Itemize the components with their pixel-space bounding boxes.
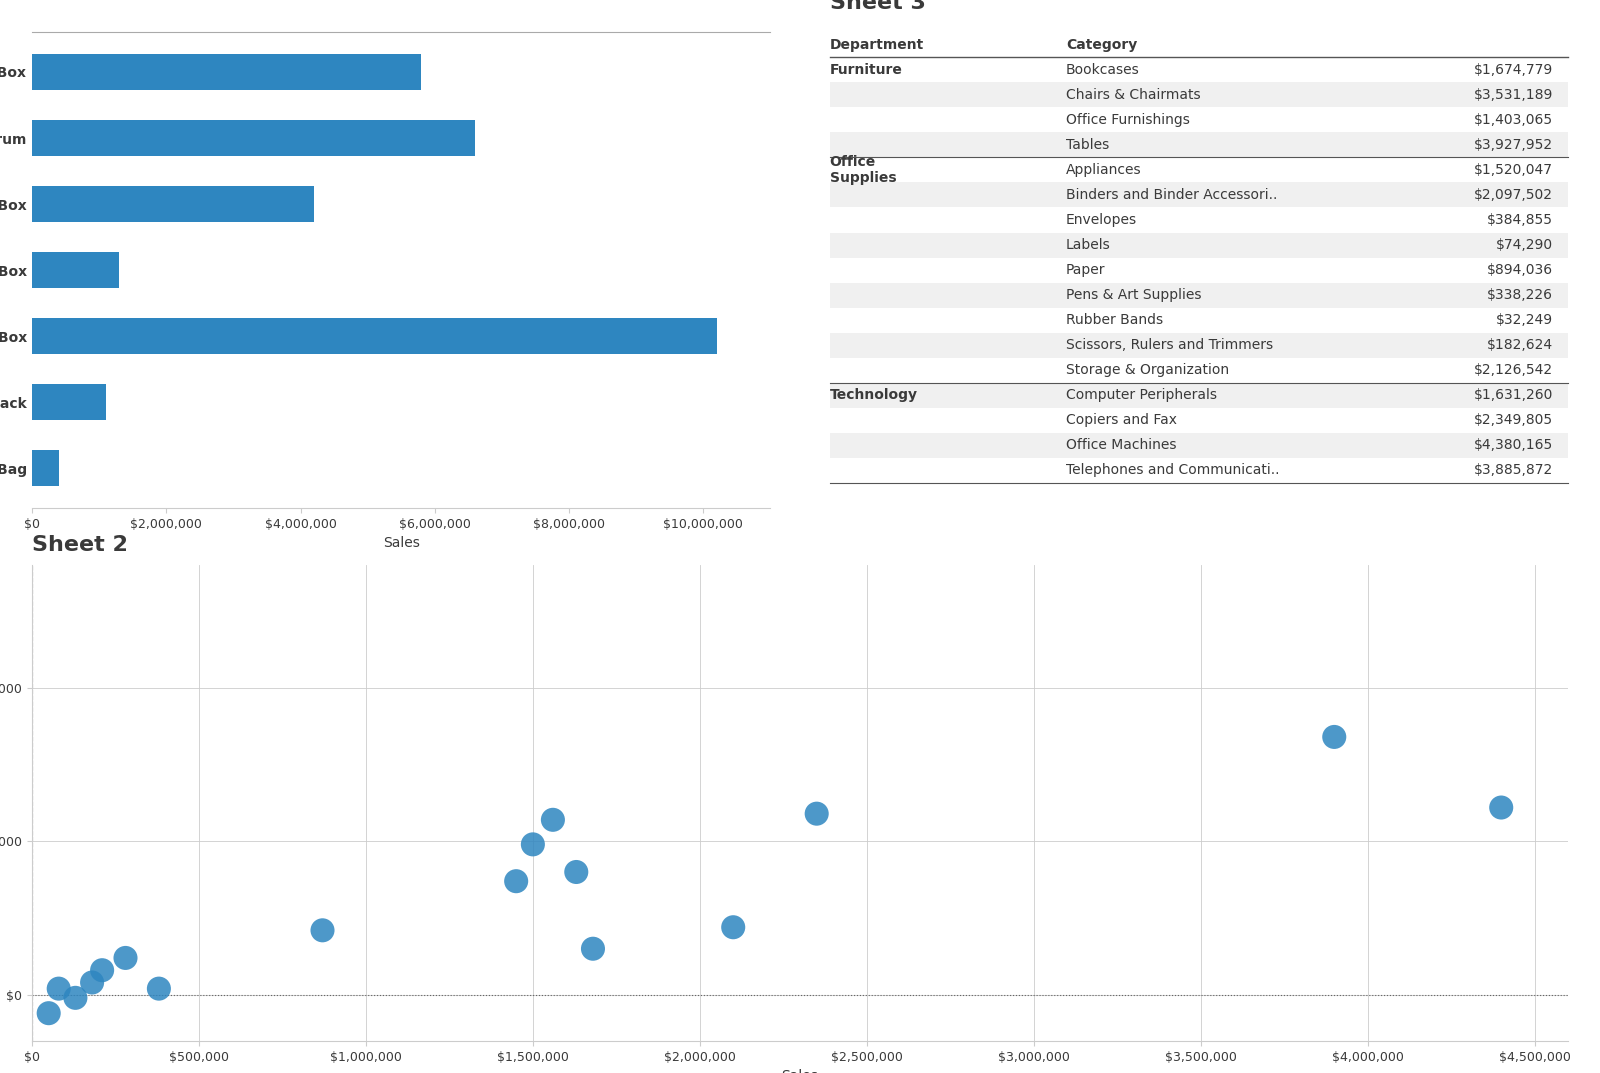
Text: $182,624: $182,624 [1486, 338, 1554, 352]
Text: $2,097,502: $2,097,502 [1474, 188, 1554, 202]
Bar [829, 182, 1568, 207]
Point [541, 811, 566, 828]
Text: $1,631,260: $1,631,260 [1474, 388, 1554, 402]
Text: Sheet 3: Sheet 3 [829, 0, 925, 13]
Text: Office Furnishings: Office Furnishings [1066, 113, 1190, 127]
Point [46, 980, 72, 997]
Text: $894,036: $894,036 [1486, 263, 1554, 277]
Text: $3,885,872: $3,885,872 [1474, 464, 1554, 477]
Text: Appliances: Appliances [1066, 163, 1141, 177]
Point [62, 989, 88, 1006]
Text: Office Machines: Office Machines [1066, 439, 1176, 453]
Text: Paper: Paper [1066, 263, 1106, 277]
Text: $2,126,542: $2,126,542 [1474, 364, 1554, 378]
Point [146, 980, 171, 997]
Bar [829, 282, 1568, 308]
Text: $32,249: $32,249 [1496, 313, 1554, 327]
Text: Envelopes: Envelopes [1066, 214, 1138, 227]
Text: Sheet 2: Sheet 2 [32, 535, 128, 555]
X-axis label: Sales: Sales [781, 1069, 819, 1073]
Text: $2,349,805: $2,349,805 [1474, 413, 1554, 427]
Bar [32, 318, 717, 354]
Point [581, 940, 606, 957]
Bar [829, 233, 1568, 258]
Text: Labels: Labels [1066, 238, 1110, 252]
Text: $3,531,189: $3,531,189 [1474, 88, 1554, 102]
Point [520, 836, 546, 853]
Text: $4,380,165: $4,380,165 [1474, 439, 1554, 453]
Text: $338,226: $338,226 [1488, 289, 1554, 303]
Point [1322, 729, 1347, 746]
Point [803, 805, 829, 822]
Bar [829, 383, 1568, 408]
Bar [829, 333, 1568, 357]
Text: Computer Peripherals: Computer Peripherals [1066, 388, 1218, 402]
Text: Telephones and Communicati..: Telephones and Communicati.. [1066, 464, 1280, 477]
Point [112, 950, 138, 967]
Bar [829, 432, 1568, 458]
Text: $1,520,047: $1,520,047 [1474, 163, 1554, 177]
Text: Tables: Tables [1066, 137, 1109, 152]
Text: Chairs & Chairmats: Chairs & Chairmats [1066, 88, 1200, 102]
Text: Copiers and Fax: Copiers and Fax [1066, 413, 1178, 427]
Point [310, 922, 336, 939]
Bar [32, 120, 475, 157]
Text: Pens & Art Supplies: Pens & Art Supplies [1066, 289, 1202, 303]
Text: Technology: Technology [829, 388, 917, 402]
Point [1488, 799, 1514, 817]
Bar [32, 54, 421, 90]
Text: Office
Supplies: Office Supplies [829, 155, 896, 185]
Point [504, 872, 530, 890]
Bar [32, 384, 106, 421]
Text: Bookcases: Bookcases [1066, 62, 1139, 77]
Text: Scissors, Rulers and Trimmers: Scissors, Rulers and Trimmers [1066, 338, 1274, 352]
Bar [32, 252, 120, 289]
Bar [32, 450, 59, 486]
X-axis label: Sales: Sales [382, 536, 419, 550]
Point [563, 864, 589, 881]
Text: Furniture: Furniture [829, 62, 902, 77]
Text: $1,674,779: $1,674,779 [1474, 62, 1554, 77]
Text: Department: Department [829, 38, 923, 52]
Text: $3,927,952: $3,927,952 [1474, 137, 1554, 152]
Text: Binders and Binder Accessori..: Binders and Binder Accessori.. [1066, 188, 1277, 202]
Bar [829, 83, 1568, 107]
Text: $1,403,065: $1,403,065 [1474, 113, 1554, 127]
Text: Category: Category [1066, 38, 1138, 52]
Point [720, 918, 746, 936]
Point [80, 974, 106, 991]
Text: Rubber Bands: Rubber Bands [1066, 313, 1163, 327]
Point [90, 961, 115, 979]
Text: $384,855: $384,855 [1488, 214, 1554, 227]
Bar [32, 186, 314, 222]
Point [35, 1004, 61, 1021]
Text: Storage & Organization: Storage & Organization [1066, 364, 1229, 378]
Bar [829, 132, 1568, 158]
Text: $74,290: $74,290 [1496, 238, 1554, 252]
